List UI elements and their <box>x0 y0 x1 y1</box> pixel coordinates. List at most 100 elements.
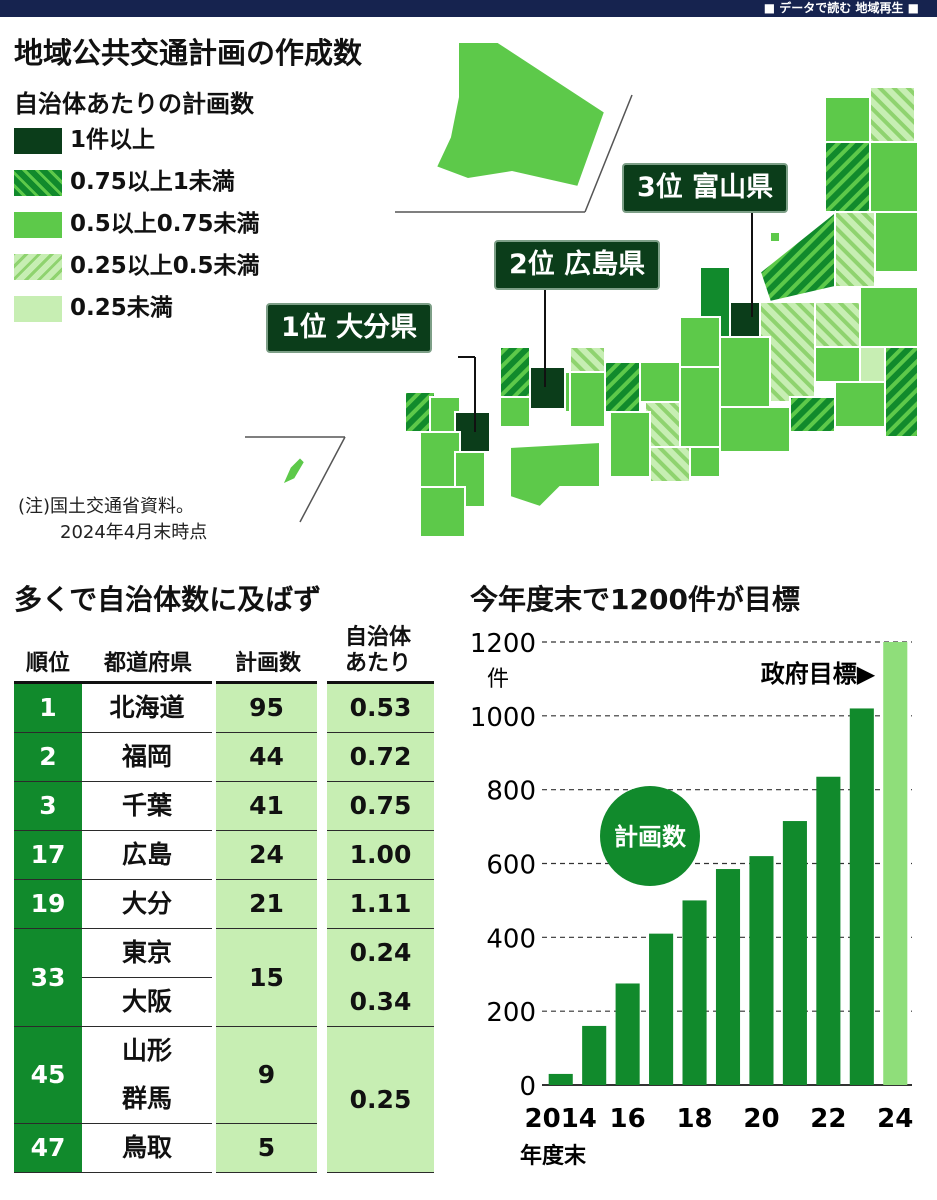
map-chiba <box>834 381 886 428</box>
map-gunma <box>814 301 861 348</box>
row-per: 0.34 <box>317 977 434 1027</box>
callout-rank-3: 3位 富山県 <box>622 163 789 213</box>
table-row: 群馬 <box>14 1075 434 1124</box>
map-gifu <box>719 336 771 408</box>
row-pref: 福岡 <box>82 732 214 782</box>
row-rank: 1 <box>14 682 82 733</box>
table-row: 1 北海道 95 0.53 <box>14 682 434 733</box>
y-unit-label: 件 <box>487 667 509 692</box>
map-ibaraki <box>884 346 919 438</box>
row-count: 24 <box>212 830 322 880</box>
date-note: 2024年4月末時点 <box>60 522 208 543</box>
x-tick-label: 16 <box>610 1104 646 1134</box>
header-per: 自治体 あたり <box>322 625 434 684</box>
bar <box>782 821 807 1085</box>
row-rank: 2 <box>14 732 82 782</box>
row-pref: 山形 <box>82 1026 214 1075</box>
header-count: 計画数 <box>214 625 322 684</box>
map-miyagi <box>874 211 919 273</box>
legend-swatch-4 <box>14 254 62 280</box>
y-tick-label: 600 <box>486 851 536 881</box>
goal-bar <box>883 642 908 1085</box>
row-rank: 19 <box>14 879 82 929</box>
map-saitama <box>814 346 861 383</box>
series-label: 計画数 <box>614 823 687 851</box>
row-count: 44 <box>212 732 322 782</box>
row-count: 95 <box>212 682 322 733</box>
table-title: 多くで自治体数に及ばず <box>14 583 322 616</box>
table-row: 47 鳥取 5 <box>14 1123 434 1173</box>
x-tick-label: 22 <box>810 1104 846 1134</box>
table-row: 33 東京 15 0.24 <box>14 928 434 1027</box>
header-pref: 都道府県 <box>82 625 214 684</box>
map-aichi <box>679 366 721 448</box>
map-hokkaido <box>434 41 607 189</box>
ranking-table: 順位 都道府県 計画数 自治体 あたり 1 北海道 95 0.53 2 福岡 4… <box>14 625 434 1173</box>
bar <box>682 900 707 1085</box>
table-row: 19 大分 21 1.11 <box>14 879 434 929</box>
bar <box>816 776 841 1085</box>
map-shikoku <box>509 440 601 509</box>
header-rank: 順位 <box>14 625 82 684</box>
header-per-line2: あたり <box>344 651 411 676</box>
map-aomori <box>824 96 876 143</box>
map-aomori-2 <box>869 86 916 143</box>
map-hiroshima <box>529 366 566 410</box>
map-okinawa <box>280 455 307 488</box>
legend-label-2: 0.75以上1未満 <box>70 169 235 195</box>
y-tick-label: 1200 <box>470 629 536 659</box>
map-title: 地域公共交通計画の作成数 <box>14 36 363 70</box>
legend-swatch-3 <box>14 212 62 238</box>
row-per: 0.72 <box>317 732 434 782</box>
map-tottori <box>569 346 606 373</box>
map-miyazaki <box>454 451 486 508</box>
row-pref: 鳥取 <box>82 1123 214 1173</box>
x-axis-label: 年度末 <box>520 1143 587 1169</box>
row-count: 41 <box>212 781 322 831</box>
row-rank: 47 <box>14 1123 82 1173</box>
table-row: 45 山形 9 0.25 <box>14 1026 434 1173</box>
legend-swatch-5 <box>14 296 62 322</box>
map-wakayama <box>609 411 651 478</box>
okinawa-inset-line-2 <box>299 436 346 523</box>
bar <box>615 983 640 1085</box>
map-kii <box>689 446 721 478</box>
chart-title: 今年度末で1200件が目標 <box>470 583 800 616</box>
row-per: 0.25 <box>317 1026 434 1173</box>
legend-label-3: 0.5以上0.75未満 <box>70 211 260 237</box>
header-label: ■ データで読む 地域再生 ■ <box>763 1 919 15</box>
x-tick-label: 20 <box>743 1104 779 1134</box>
table-header-row: 順位 都道府県 計画数 自治体 あたり <box>14 625 434 684</box>
y-tick-label: 200 <box>486 998 536 1028</box>
x-tick-label: 2014 <box>525 1104 597 1134</box>
row-rank: 45 <box>14 1026 82 1124</box>
row-rank: 33 <box>14 928 82 1027</box>
row-pref: 千葉 <box>82 781 214 831</box>
bar <box>715 869 741 1085</box>
table-row: 大阪 0.34 <box>14 977 434 1027</box>
hokkaido-inset-line-2 <box>584 94 633 213</box>
row-per: 0.53 <box>317 682 434 733</box>
row-count: 15 <box>212 928 322 1027</box>
row-pref: 東京 <box>82 928 214 978</box>
bar <box>749 856 774 1085</box>
y-tick-label: 0 <box>519 1072 536 1102</box>
row-rank: 17 <box>14 830 82 880</box>
table-row: 2 福岡 44 0.72 <box>14 732 434 782</box>
row-pref: 北海道 <box>82 682 214 733</box>
goal-label: 政府目標▶ <box>761 660 876 688</box>
legend-label-5: 0.25未満 <box>70 295 173 321</box>
row-pref: 大阪 <box>82 977 214 1027</box>
row-pref: 群馬 <box>82 1075 214 1124</box>
bar <box>849 708 874 1085</box>
legend-title: 自治体あたりの計画数 <box>14 90 254 118</box>
map-nara <box>649 446 691 483</box>
legend-swatch-1 <box>14 128 62 154</box>
bar-chart: 0 200 400 600 800 1000 1200 件 2014 16 18 20 22 24 年度末 政… <box>470 629 914 1169</box>
table-row: 3 千葉 41 0.75 <box>14 781 434 831</box>
table-row: 17 広島 24 1.00 <box>14 830 434 880</box>
map-shiga <box>639 361 681 403</box>
map-shizuoka <box>719 406 791 453</box>
series-label-badge <box>600 786 700 886</box>
header-bar: ■ データで読む 地域再生 ■ <box>0 0 937 17</box>
